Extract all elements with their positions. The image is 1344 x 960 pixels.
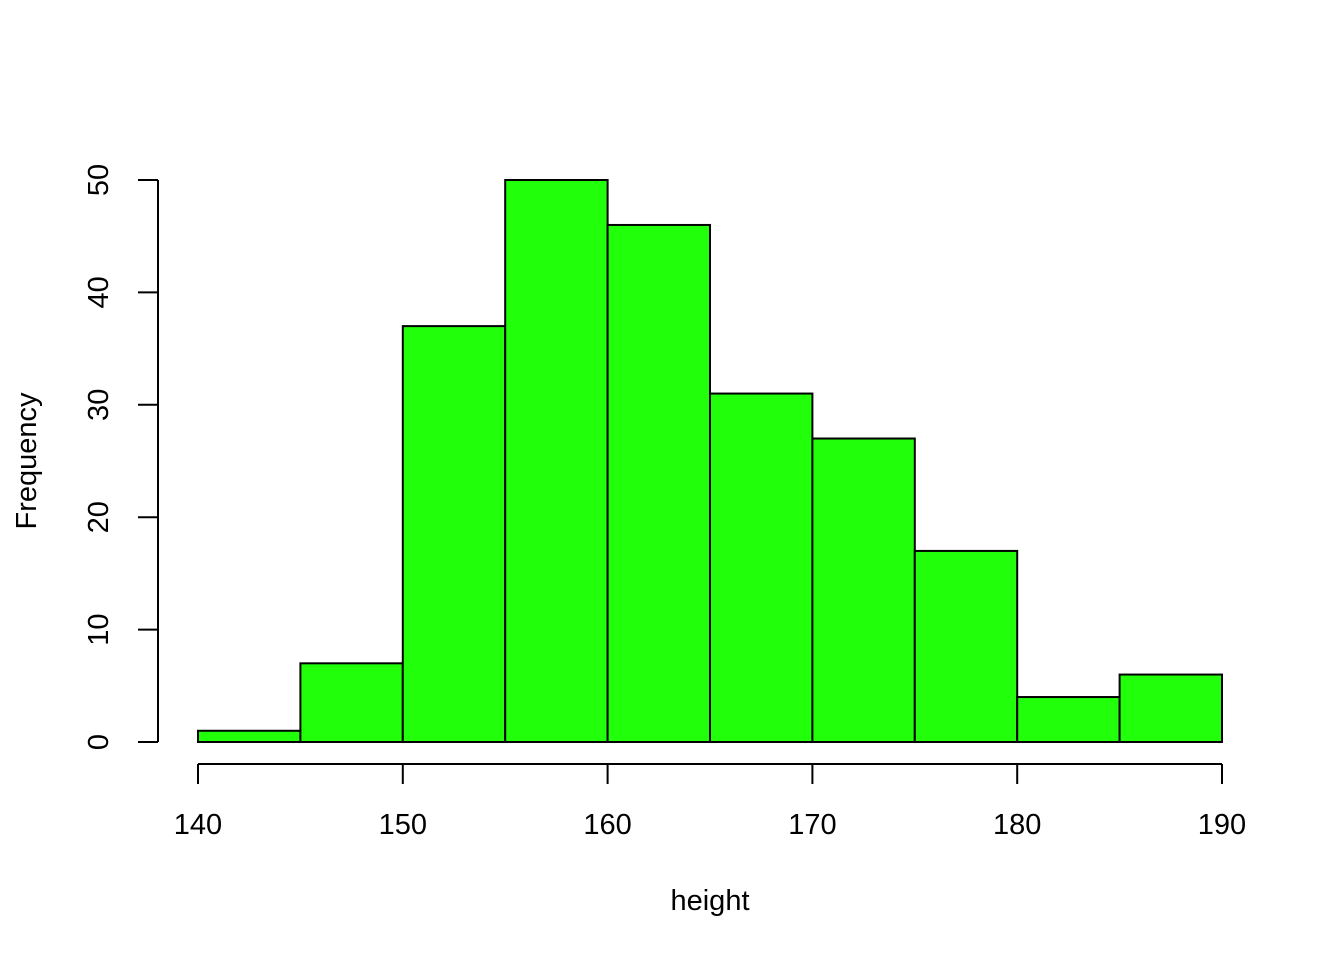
histogram-bar: [1118, 673, 1223, 743]
y-tick-label: 30: [83, 389, 115, 421]
x-ticks-group: 140 150 160 170 180 190: [174, 764, 1246, 841]
histogram-bar: [606, 223, 711, 743]
histogram-bar: [197, 729, 302, 744]
histogram-bar: [1016, 696, 1121, 743]
y-ticks-group: 0 10 20 30 40 50: [83, 164, 158, 750]
y-tick-label: 40: [83, 276, 115, 308]
x-tick-label: 160: [583, 809, 631, 841]
y-tick-label: 0: [83, 734, 115, 750]
x-axis-title: height: [670, 885, 749, 917]
x-tick-label: 150: [379, 809, 427, 841]
histogram-bar: [504, 179, 609, 743]
x-tick-label: 180: [993, 809, 1041, 841]
histogram-bar: [913, 549, 1019, 743]
y-tick-label: 10: [83, 613, 115, 645]
histogram-bar: [299, 662, 404, 744]
y-axis-title: Frequency: [11, 392, 43, 530]
x-tick-label: 190: [1198, 809, 1246, 841]
histogram-bar: [811, 437, 916, 743]
y-tick-label: 50: [83, 164, 115, 196]
x-tick-label: 170: [788, 809, 836, 841]
histogram-bar: [401, 325, 507, 743]
bars-group: [197, 179, 1223, 744]
y-tick-label: 20: [83, 501, 115, 533]
x-tick-label: 140: [174, 809, 222, 841]
histogram-bar: [709, 392, 814, 743]
